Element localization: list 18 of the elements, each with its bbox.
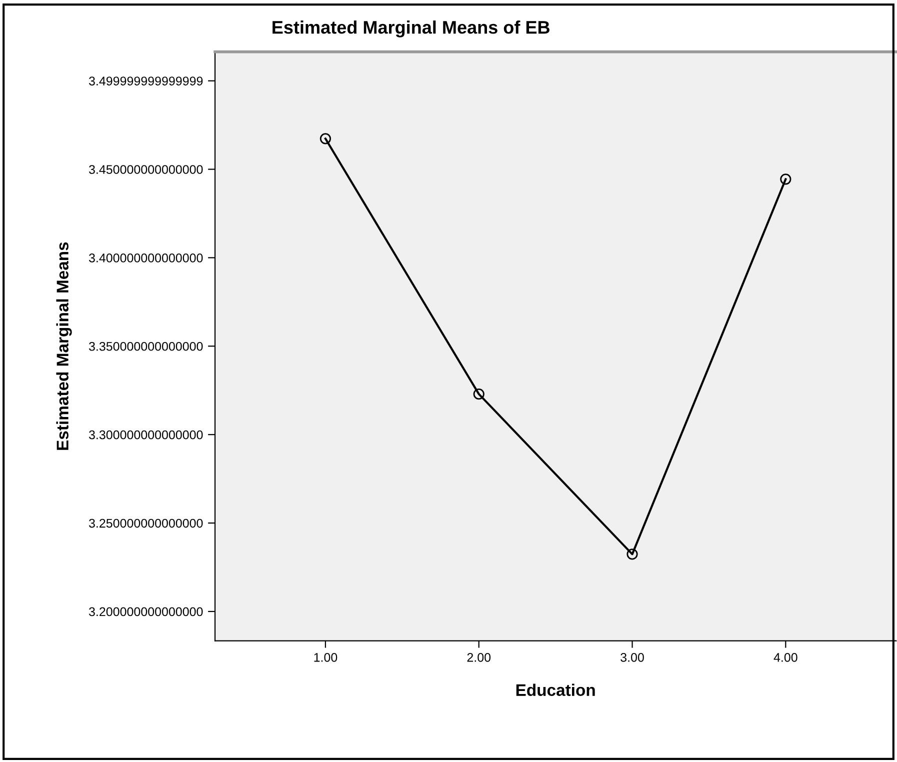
y-tick-label: 3.400000000000000 bbox=[88, 254, 203, 262]
y-tick-label: 3.250000000000000 bbox=[88, 518, 203, 528]
y-axis-title: Estimated Marginal Means bbox=[56, 242, 72, 450]
y-tick-label: 3.499999999999999 bbox=[88, 76, 203, 86]
point bbox=[780, 174, 792, 185]
x-tick-label: 3.00 bbox=[620, 652, 644, 662]
point bbox=[626, 548, 638, 560]
y-tick-label: 3.200000000000000 bbox=[88, 607, 203, 616]
y-tick-label: 3.300000000000000 bbox=[88, 430, 203, 440]
y-tick-label: 3.450000000000000 bbox=[88, 165, 203, 174]
x-tick-label: 2.00 bbox=[467, 652, 491, 662]
x-axis-title: Education bbox=[516, 684, 595, 696]
chart-title: Estimated Marginal Means of EB bbox=[272, 20, 550, 38]
y-tick-label: 3.350000000000000 bbox=[88, 342, 203, 351]
x-tick-label: 1.00 bbox=[314, 652, 338, 662]
point bbox=[320, 133, 332, 144]
point bbox=[473, 388, 484, 400]
x-tick-label: 4.00 bbox=[774, 652, 798, 662]
